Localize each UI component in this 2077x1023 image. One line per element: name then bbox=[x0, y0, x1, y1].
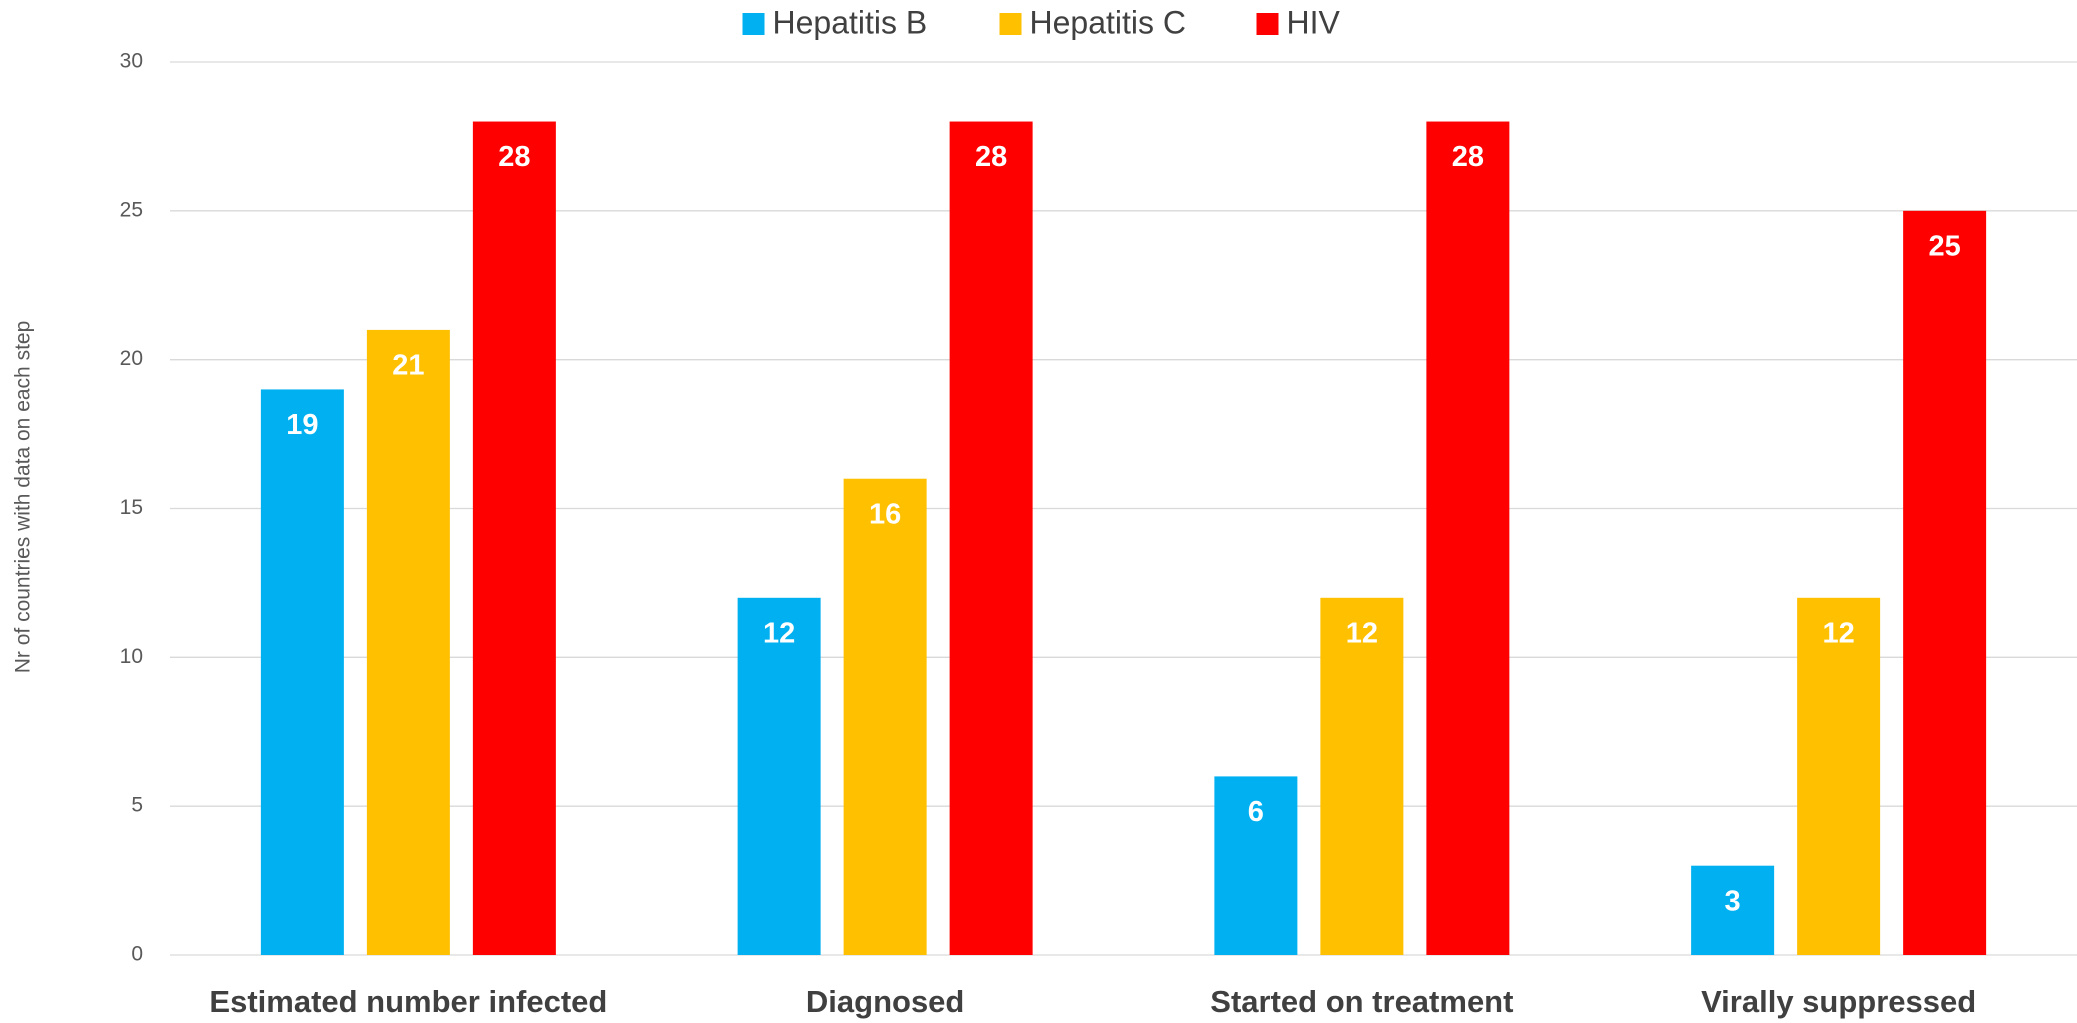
bar bbox=[1214, 776, 1298, 955]
y-tick-label: 10 bbox=[120, 645, 143, 668]
bar bbox=[1797, 597, 1881, 955]
y-axis-label: Nr of countries with data on each step bbox=[12, 321, 35, 674]
data-label: 12 bbox=[763, 617, 795, 649]
bar bbox=[366, 329, 450, 955]
bar bbox=[472, 121, 556, 956]
data-label: 28 bbox=[975, 141, 1007, 173]
bar bbox=[1691, 865, 1775, 955]
data-label: 19 bbox=[286, 409, 318, 441]
x-tick-label: Started on treatment bbox=[1210, 984, 1513, 1019]
y-tick-label: 20 bbox=[120, 347, 143, 370]
y-tick-label: 5 bbox=[131, 794, 143, 817]
bar bbox=[843, 478, 927, 955]
data-label: 28 bbox=[498, 141, 530, 173]
x-tick-label: Estimated number infected bbox=[209, 984, 607, 1019]
x-tick-label: Diagnosed bbox=[806, 984, 964, 1019]
bar bbox=[1426, 121, 1510, 956]
legend-swatch bbox=[742, 13, 765, 35]
bar bbox=[949, 121, 1033, 956]
bar bbox=[1320, 597, 1404, 955]
y-tick-label: 25 bbox=[120, 198, 143, 221]
data-label: 28 bbox=[1452, 141, 1484, 173]
data-label: 12 bbox=[1346, 617, 1378, 649]
bar bbox=[260, 389, 344, 955]
legend-label: Hepatitis B bbox=[773, 4, 928, 40]
data-label: 25 bbox=[1928, 230, 1960, 262]
y-tick-label: 0 bbox=[131, 943, 143, 966]
bar bbox=[737, 597, 821, 955]
y-tick-label: 30 bbox=[120, 50, 143, 73]
data-label: 3 bbox=[1725, 885, 1741, 917]
data-label: 16 bbox=[869, 498, 901, 530]
x-tick-label: Virally suppressed bbox=[1701, 984, 1976, 1019]
legend-swatch bbox=[1256, 13, 1279, 35]
y-tick-label: 15 bbox=[120, 496, 143, 519]
bar bbox=[1903, 210, 1987, 956]
legend-label: Hepatitis C bbox=[1030, 4, 1187, 40]
data-label: 6 bbox=[1248, 796, 1264, 828]
legend-label: HIV bbox=[1287, 4, 1341, 40]
legend-swatch bbox=[999, 13, 1022, 35]
data-label: 21 bbox=[392, 350, 424, 382]
data-label: 12 bbox=[1822, 617, 1854, 649]
